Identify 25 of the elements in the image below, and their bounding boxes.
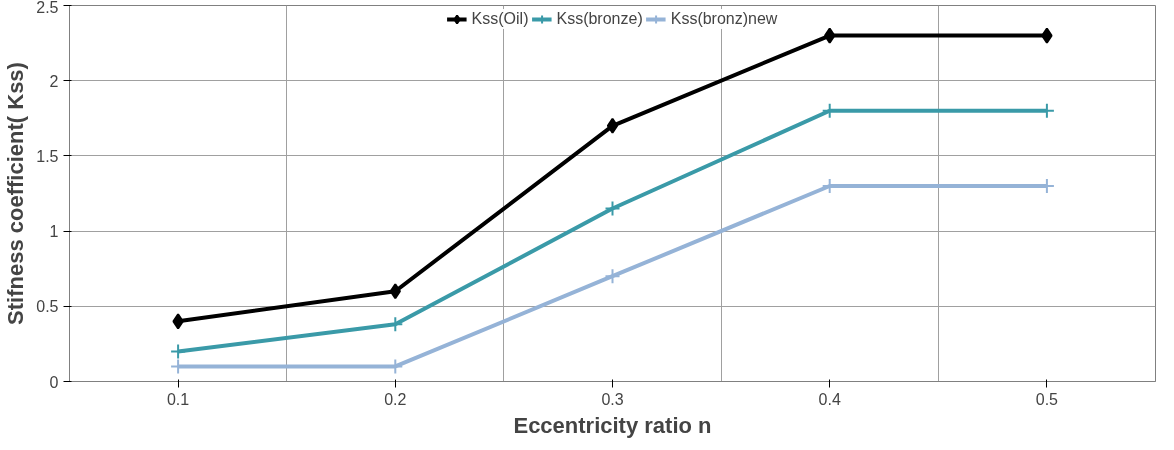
y-tick-label: 1 [49,223,59,241]
y-tick-label: 0.5 [36,298,59,316]
y-axis-title: Stifness coefficient( Kss) [3,62,29,325]
x-tick-label: 0.1 [166,390,190,408]
point [387,316,404,333]
x-tick-label: 0.5 [1035,390,1059,408]
point [604,268,621,285]
legend-label: Kss(Oil) [471,10,529,28]
point [172,313,184,330]
legend-label: Kss(bronze) [556,10,643,28]
point [824,27,836,44]
point [389,283,401,300]
x-axis-title: Eccentricity ratio n [513,412,712,438]
x-tick-label: 0.3 [601,390,624,408]
y-tick-label: 1.5 [36,147,59,165]
y-tick-label: 0 [49,373,59,391]
point [606,117,619,134]
legend-label: Kss(bronz)new [670,10,778,28]
point [604,200,621,217]
y-tick-label: 2 [49,72,59,90]
point [170,343,187,360]
x-tick-label: 0.4 [818,390,841,408]
x-tick-label: 0.2 [384,390,407,408]
point [1041,27,1053,44]
y-tick-label: 2.5 [36,0,59,16]
